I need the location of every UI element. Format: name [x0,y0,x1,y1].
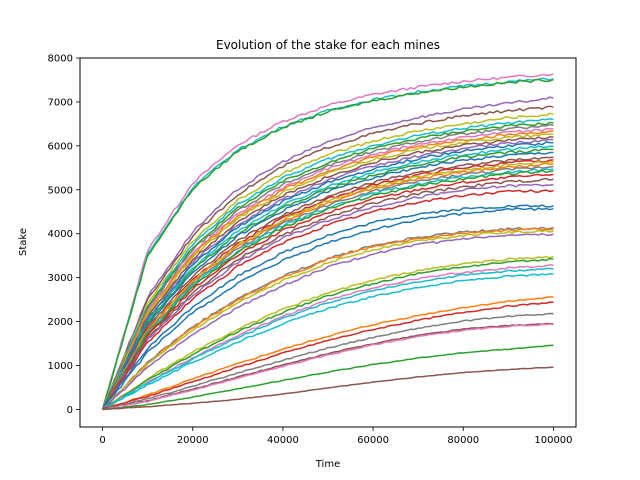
x-tick-label: 0 [99,435,105,446]
y-tick-label: 2000 [48,317,73,328]
chart-title: Evolution of the stake for each mines [216,38,440,52]
series-line [101,121,554,410]
series-line [101,133,554,410]
series-line [101,96,554,410]
series-line [101,123,554,410]
series-line [102,366,554,411]
series-line [101,130,554,410]
y-axis-label: Stake [18,228,29,256]
y-tick-label: 4000 [48,229,73,240]
y-tick-label: 0 [67,405,73,416]
series-line [101,118,554,410]
series-line [101,169,554,410]
x-axis-label: Time [315,459,340,470]
series-line [101,145,554,410]
x-tick-label: 80000 [447,435,479,446]
series-line [101,136,554,410]
x-tick-label: 40000 [267,435,299,446]
series-line [102,267,554,411]
series-line [101,204,554,410]
series-line [101,173,554,410]
y-tick-label: 3000 [48,273,73,284]
series-line [101,141,554,410]
series-line [102,312,554,411]
x-tick-label: 60000 [357,435,389,446]
plot-area [101,73,554,411]
series-line [101,138,554,410]
y-axis-ticks: 0 1000 2000 3000 4000 5000 6000 7000 8000 [48,54,80,416]
series-line [102,272,554,411]
series-line [101,78,554,410]
x-tick-label: 100000 [534,435,572,446]
series-line [101,73,554,410]
series-line [101,165,554,410]
series-line [101,183,554,410]
series-line [101,156,554,410]
series-line [101,127,554,410]
series-line [101,151,554,410]
series-line [102,344,554,411]
series-line [102,301,554,411]
series-line [101,148,554,410]
series-line [101,162,554,410]
y-tick-label: 5000 [48,185,73,196]
series-line [102,264,554,411]
series-line [101,112,554,410]
series-line [102,257,554,411]
y-tick-label: 8000 [48,54,73,65]
x-axis-ticks: 0 20000 40000 60000 80000 100000 [99,427,573,446]
y-tick-label: 7000 [48,97,73,108]
series-line [102,232,554,410]
series-line [101,177,554,410]
series-line [102,227,554,410]
axes-frame [79,57,577,428]
series-line [102,323,554,411]
series-line [102,207,554,410]
y-tick-label: 6000 [48,141,73,152]
series-line [101,105,554,410]
series-line [102,296,554,411]
series-line [102,229,554,410]
series-line [101,189,554,410]
x-tick-label: 20000 [177,435,209,446]
series-line [102,255,554,411]
y-tick-label: 1000 [48,361,73,372]
